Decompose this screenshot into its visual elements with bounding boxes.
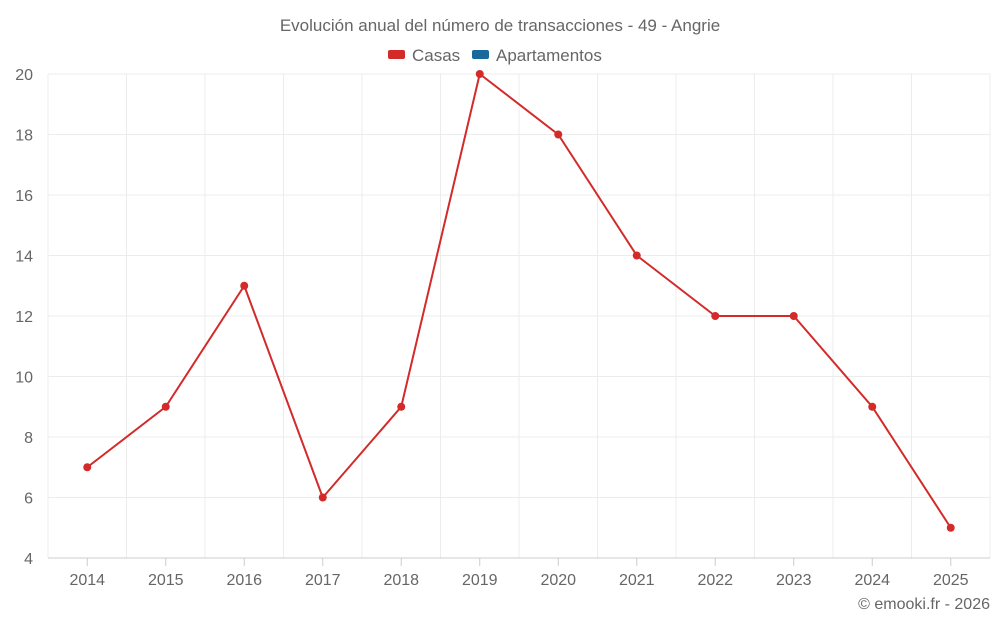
data-point-casas-2024[interactable] [868, 402, 877, 411]
x-tick-label: 2021 [619, 572, 655, 589]
data-point-casas-2017[interactable] [318, 493, 327, 502]
series-line-casas [86, 73, 952, 529]
legend: Casas Apartamentos [388, 46, 602, 65]
data-point-casas-2016[interactable] [240, 281, 249, 290]
x-tick-label: 2015 [148, 572, 184, 589]
data-point-casas-2019[interactable] [475, 70, 484, 78]
data-point-casas-2020[interactable] [554, 130, 563, 139]
y-tick-label: 4 [24, 551, 33, 568]
y-tick-label: 10 [15, 370, 33, 387]
y-tick-label: 14 [15, 249, 33, 266]
legend-item-apartamentos[interactable]: Apartamentos [472, 46, 602, 65]
x-tick-label: 2023 [776, 572, 812, 589]
y-tick-label: 8 [24, 430, 33, 447]
chart-title: Evolución anual del número de transaccio… [280, 16, 720, 35]
x-tick-label: 2014 [69, 572, 105, 589]
x-tick-label: 2019 [462, 572, 498, 589]
y-tick-label: 6 [24, 491, 33, 508]
x-tick-label: 2024 [854, 572, 890, 589]
x-tick-label: 2016 [226, 572, 262, 589]
x-tick-label: 2022 [697, 572, 733, 589]
data-point-casas-2015[interactable] [161, 402, 170, 411]
y-tick-label: 16 [15, 188, 33, 205]
data-point-casas-2025[interactable] [946, 523, 955, 532]
legend-item-casas[interactable]: Casas [388, 46, 460, 65]
y-tick-label: 18 [15, 128, 33, 145]
x-tick-label: 2020 [540, 572, 576, 589]
x-tick-label: 2018 [383, 572, 419, 589]
data-point-casas-2022[interactable] [711, 312, 720, 320]
legend-swatch-apartamentos [472, 50, 489, 59]
y-tick-label: 20 [15, 67, 33, 84]
y-tick-label: 12 [15, 309, 33, 326]
legend-label-apartamentos: Apartamentos [496, 46, 602, 65]
series [83, 70, 955, 532]
data-point-casas-2018[interactable] [397, 402, 406, 411]
legend-swatch-casas [388, 50, 405, 59]
x-tick-label: 2017 [305, 572, 341, 589]
data-point-casas-2014[interactable] [83, 463, 92, 472]
legend-label-casas: Casas [412, 46, 460, 65]
axes: 4 6 8 10 12 14 16 18 20 2014 2015 2016 2017 2018 2019 2… [15, 67, 990, 589]
credit-text: © emooki.fr - 2026 [858, 596, 990, 613]
x-tick-label: 2025 [933, 572, 969, 589]
grid [47, 73, 991, 558]
data-point-casas-2023[interactable] [789, 312, 798, 320]
data-point-casas-2021[interactable] [632, 251, 641, 260]
